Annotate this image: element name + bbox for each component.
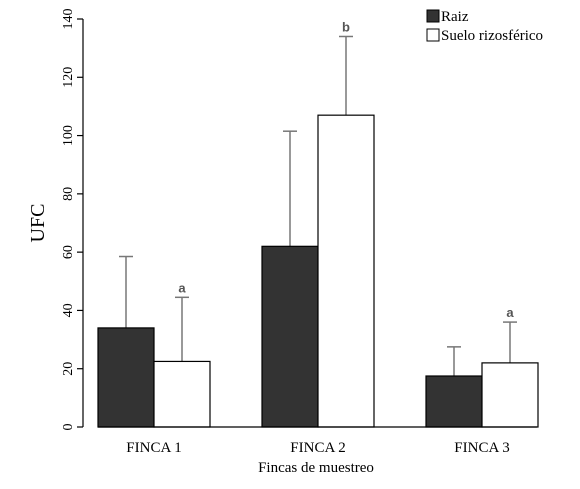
x-axis-tick-labels: FINCA 1 FINCA 2 FINCA 3 xyxy=(126,440,509,456)
y-tick-label: 60 xyxy=(61,245,76,259)
y-tick-label: 0 xyxy=(61,424,76,431)
legend-swatch-suelo-rizosferico xyxy=(426,28,440,42)
bar-raiz xyxy=(425,375,483,428)
significance-label: a xyxy=(506,305,514,320)
x-tick-label: FINCA 3 xyxy=(454,440,509,456)
y-tick-label: 120 xyxy=(61,67,76,88)
bar-raiz xyxy=(97,327,155,428)
y-axis-title: UFC xyxy=(27,204,49,243)
x-tick-label: FINCA 1 xyxy=(126,440,181,456)
y-tick-label: 140 xyxy=(61,9,76,30)
y-tick-label: 80 xyxy=(61,187,76,201)
x-tick-label: FINCA 2 xyxy=(290,440,345,456)
legend-label-suelo-rizosferico: Suelo rizosférico xyxy=(441,28,543,44)
y-axis-ticks: 0 20 40 60 80 100 120 140 xyxy=(61,9,83,431)
significance-label: b xyxy=(342,19,350,34)
bar-suelo-rizosferico xyxy=(481,362,539,428)
y-tick-label: 100 xyxy=(61,125,76,146)
bar-suelo-rizosferico xyxy=(153,360,211,428)
bar-raiz xyxy=(261,245,319,428)
y-tick-label: 40 xyxy=(61,303,76,317)
legend: Raiz Suelo rizosférico xyxy=(426,9,543,44)
bar-suelo-rizosferico xyxy=(317,114,375,428)
significance-label: a xyxy=(178,280,186,295)
x-axis-title: Fincas de muestreo xyxy=(258,460,374,476)
plot-area: a b a xyxy=(97,19,539,428)
y-tick-label: 20 xyxy=(61,362,76,376)
legend-swatch-raiz xyxy=(426,9,440,23)
legend-label-raiz: Raiz xyxy=(441,9,469,25)
axes xyxy=(82,19,537,428)
